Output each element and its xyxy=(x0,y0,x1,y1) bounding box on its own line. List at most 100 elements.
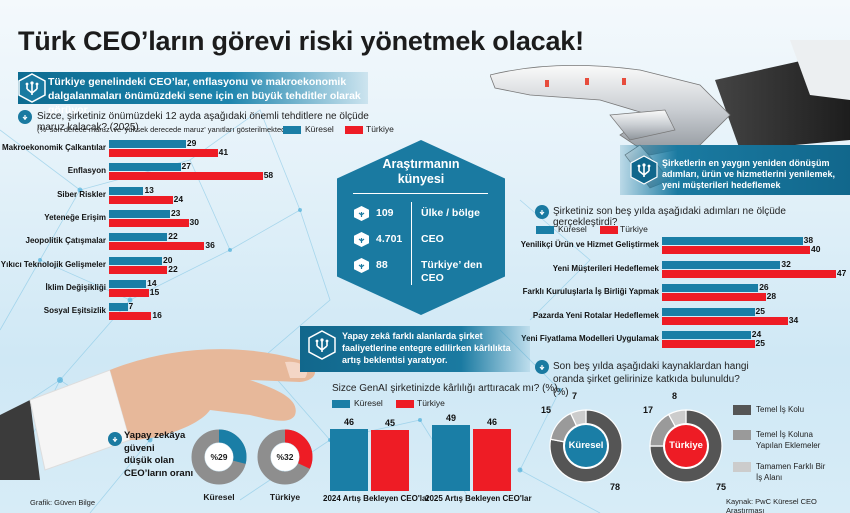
revenue-t-additions: 17 xyxy=(643,405,654,415)
survey-info-title: Araştırmanın künyesi xyxy=(337,157,505,187)
threats-question: Sizce, şirketiniz önümüzdeki 12 ayda aşa… xyxy=(37,111,369,133)
trust-donut-kuresel xyxy=(191,429,247,485)
legend-label-kuresel: Küresel xyxy=(305,124,334,134)
circuit-hex-icon xyxy=(18,73,46,103)
legend-label-core: Temel İş Kolu xyxy=(756,405,805,414)
survey-value-ceos: 4.701 xyxy=(376,233,403,245)
ai-banner-bg xyxy=(300,326,530,372)
column-value: 49 xyxy=(445,412,456,423)
genai-question: Sizce GenAI şirketinizde kârlılığı arttı… xyxy=(332,383,558,394)
bar-value: 14 xyxy=(147,277,157,288)
column-value: 46 xyxy=(486,416,497,427)
trust-value-turkiye: %32 xyxy=(276,452,294,462)
revenue-center-kuresel: Küresel xyxy=(568,440,604,451)
revenue-t-core: 75 xyxy=(716,482,727,492)
trust-label-line: CEO’ların oranı xyxy=(124,467,194,479)
bar-value: 29 xyxy=(186,138,197,148)
bar-value: 22 xyxy=(168,231,178,242)
survey-label-turkey-ceos: Türkiye’ den CEO xyxy=(421,259,483,284)
bar-value: 27 xyxy=(181,161,192,172)
bar-value: 30 xyxy=(189,216,199,227)
legend-swatch-kuresel xyxy=(332,400,350,408)
bar-value: 23 xyxy=(170,207,181,218)
revenue-k-core: 78 xyxy=(610,482,621,492)
bar-category-label: Farklı Kuruluşlarla İş Birliği Yapmak xyxy=(522,287,659,296)
question-icon xyxy=(108,432,122,446)
trust-value-kuresel: %29 xyxy=(210,452,228,462)
legend-label-kuresel: Küresel xyxy=(354,398,383,408)
trust-label-kuresel: Küresel xyxy=(203,492,235,502)
bar-value: 40 xyxy=(811,244,821,254)
bar-category-label: Makroekonomik Çalkantılar xyxy=(1,143,106,152)
transformation-banner-bg xyxy=(620,145,850,195)
revenue-question: Son beş yılda aşağıdaki kaynaklardan han… xyxy=(553,361,749,398)
legend-swatch-kuresel xyxy=(283,126,301,134)
bar-category-label: Siber Riskler xyxy=(57,189,106,199)
bar-kuresel xyxy=(109,140,186,148)
page-title: Türk CEO’ların görevi riski yönetmek ola… xyxy=(18,26,584,56)
bar-value: 36 xyxy=(205,240,215,251)
bar-turkiye xyxy=(109,265,168,274)
bar-category-label: Yeni Fiyatlama Modelleri Uygulamak xyxy=(521,334,659,343)
bar-value: 22 xyxy=(168,263,178,274)
bar-value: 24 xyxy=(173,193,184,204)
bar-category-label: Jeopolitik Çatışmalar xyxy=(25,236,106,246)
bar-category-label: İklim Değişikliği xyxy=(45,282,106,292)
question-icon xyxy=(535,205,549,219)
legend-swatch-turkiye xyxy=(396,400,414,408)
bar-category-label: Yeteneğe Erişim xyxy=(44,212,106,222)
legend-swatch-turkiye xyxy=(345,126,363,134)
revenue-t-other: 8 xyxy=(672,391,678,401)
source-note: Kaynak: PwC Küresel CEO Araştırması xyxy=(726,497,817,513)
bar-kuresel xyxy=(662,260,781,269)
bar-kuresel xyxy=(109,163,181,172)
trust-label-turkiye: Türkiye xyxy=(269,492,301,502)
legend-swatch-core xyxy=(733,405,751,415)
bar-value: 47 xyxy=(836,267,847,278)
bar-turkiye xyxy=(109,242,205,251)
bar-value: 15 xyxy=(149,286,160,297)
survey-value-countries: 109 xyxy=(376,207,394,219)
column-kuresel xyxy=(432,424,470,491)
bar-value: 32 xyxy=(781,258,791,269)
circuit-hex-icon xyxy=(308,330,336,360)
graphic-credit: Grafik: Güven Bilge xyxy=(30,498,96,507)
question-icon xyxy=(535,360,549,374)
trust-label-line: düşük olan xyxy=(124,455,175,466)
bar-kuresel xyxy=(662,331,751,339)
legend-label-other: Tamamen Farklı Bir İş Alanı xyxy=(756,462,826,482)
column-kuresel xyxy=(330,428,368,491)
column-turkiye xyxy=(371,430,409,491)
question-icon xyxy=(18,110,32,124)
circuit-icon xyxy=(354,232,369,247)
bar-value: 26 xyxy=(759,282,769,292)
bar-value: 16 xyxy=(152,310,162,321)
bar-value: 25 xyxy=(755,338,765,348)
survey-label-ceos: CEO xyxy=(421,233,444,245)
legend-swatch-turkiye xyxy=(600,226,618,234)
legend-label-turkiye: Türkiye xyxy=(366,124,394,134)
bar-kuresel xyxy=(109,256,162,265)
survey-info-hexagon xyxy=(337,140,505,315)
revenue-k-other: 7 xyxy=(572,391,578,401)
circuit-icon xyxy=(354,206,369,221)
bar-value: 24 xyxy=(751,329,762,339)
transformation-banner-text: Şirketlerin en yaygın yeniden dönüşüm ad… xyxy=(662,158,836,190)
bar-value: 28 xyxy=(766,291,777,301)
bar-kuresel xyxy=(662,237,803,245)
trust-donut-turkiye xyxy=(257,429,313,485)
threats-note: (% 'son derece maruz' ve 'yüksek dereced… xyxy=(37,125,294,134)
survey-title-line1: Araştırmanın xyxy=(382,157,460,171)
bar-value: 7 xyxy=(128,301,134,312)
threats-banner-bg xyxy=(18,72,368,104)
bar-category-label: Sosyal Eşitsizlik xyxy=(43,306,106,316)
column-category-label: 2024 Artış Bekleyen CEO'lar xyxy=(323,494,430,503)
trust-label-line: Yapay zekâya xyxy=(124,430,186,441)
bar-value: 34 xyxy=(788,314,799,325)
bar-kuresel xyxy=(109,303,128,312)
bar-turkiye xyxy=(109,195,173,204)
column-category-label: 2025 Artış Bekleyen CEO'lar xyxy=(425,494,532,503)
column-turkiye xyxy=(473,428,511,491)
threats-banner-text: Türkiye genelindeki CEO’lar, enflasyonu … xyxy=(48,76,361,116)
bar-kuresel xyxy=(662,307,755,316)
